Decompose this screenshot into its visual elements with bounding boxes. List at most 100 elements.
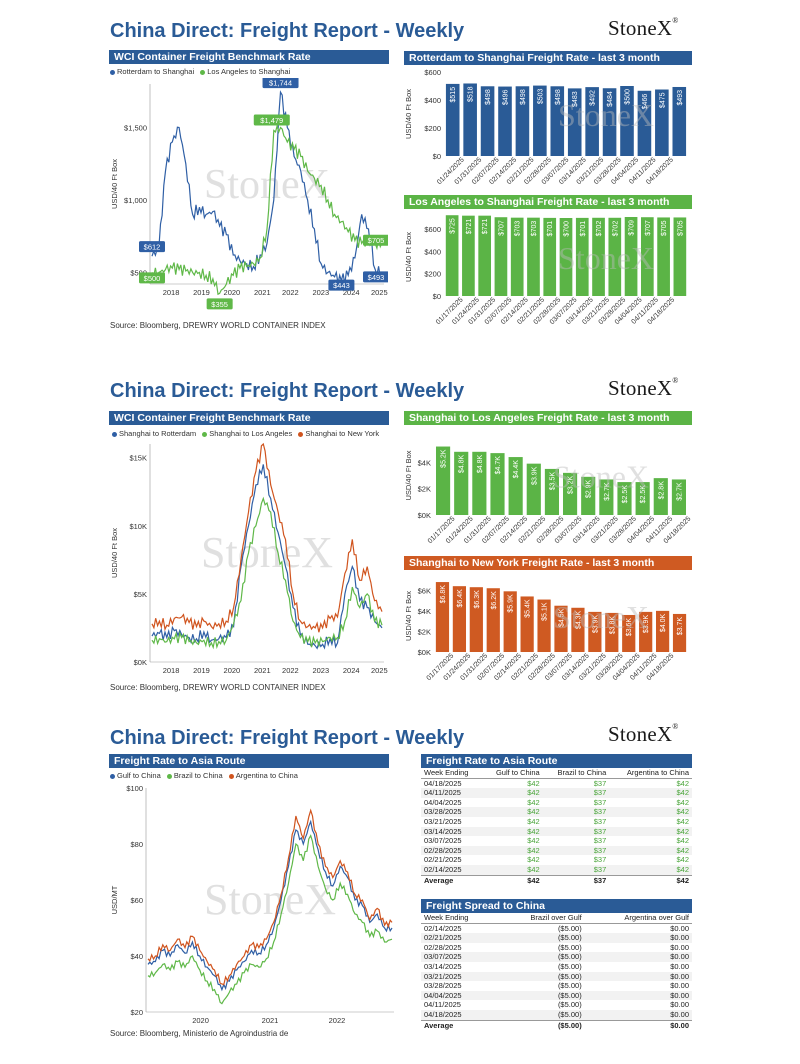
bar-data-label: $702: [612, 221, 619, 237]
y-tick-label: $40: [130, 952, 143, 961]
y-tick-label: $100: [126, 784, 143, 793]
bar: [508, 457, 523, 515]
column-header[interactable]: Brazil to China: [542, 768, 610, 779]
bar-data-label: $3.6K: [626, 618, 633, 637]
bar-data-label: $3.9K: [592, 615, 599, 634]
table-cell: ($5.00): [497, 952, 585, 962]
series-line-brazil-to-china: [147, 834, 393, 1005]
column-header[interactable]: Brazil over Gulf: [497, 913, 585, 924]
shanghai-ny-bar-title: Shanghai to New York Freight Rate - last…: [404, 556, 692, 570]
y-tick-label: $20: [130, 1008, 143, 1017]
table-cell: 02/28/2025: [421, 845, 483, 856]
bar-data-label: $6.4K: [457, 589, 464, 608]
bar-data-label: $703: [531, 221, 538, 237]
column-header[interactable]: Week Ending: [421, 768, 483, 779]
table-cell: 03/21/2025: [424, 816, 462, 826]
bar: [640, 217, 654, 296]
table-cell: $42: [676, 778, 689, 788]
bar: [622, 614, 636, 652]
bar-data-label: $705: [661, 220, 668, 236]
bar: [478, 215, 492, 296]
table-cell: $0.00: [670, 961, 689, 971]
bar: [657, 217, 670, 296]
bar-data-label: $518: [468, 86, 475, 102]
table-cell: $42: [609, 864, 692, 876]
stonex-watermark: StoneX: [201, 528, 333, 577]
table-cell: 03/28/2025: [424, 981, 462, 991]
table-cell: 02/28/2025: [424, 942, 462, 952]
wci-chart-title: WCI Container Freight Benchmark Rate: [109, 50, 389, 64]
bar: [480, 86, 495, 156]
table-row: 04/18/2025 $42 $37 $42: [421, 778, 692, 788]
page-title: China Direct: Freight Report - Weekly: [110, 727, 465, 749]
bar: [671, 479, 687, 515]
bar-data-label: $3.9K: [643, 615, 650, 634]
table-cell: 03/28/2025: [421, 807, 483, 817]
bar-data-label: $5.2K: [441, 449, 448, 468]
y-tick-label: $200: [424, 270, 441, 279]
y-tick-label: $500: [130, 268, 147, 277]
table-row: 03/21/2025 $42 $37 $42: [421, 817, 692, 827]
wci-chart-title: WCI Container Freight Benchmark Rate: [109, 411, 389, 425]
table-cell: 04/04/2025: [421, 990, 498, 1001]
table-cell: $42: [527, 778, 540, 788]
shanghai-ny-bar-chart: USD/40 Ft Box $6K $4K $2K $0K $6.8K $6.4K $6.3K…: [404, 582, 687, 682]
column-header[interactable]: Argentina over Gulf: [584, 913, 692, 924]
table-row: 03/28/2025 ($5.00) $0.00: [421, 981, 692, 991]
bar-data-label: $3.2K: [568, 476, 575, 495]
table-cell: $42: [609, 845, 692, 856]
table-cell: 04/18/2025: [424, 778, 462, 788]
table-cell: $37: [593, 797, 607, 807]
column-header[interactable]: Gulf to China: [482, 768, 543, 779]
table-cell: $42: [527, 836, 540, 846]
callout-label: $443: [333, 281, 350, 290]
shanghai-la-bar-chart: USD/40 Ft Box $4K $2K $0K $5.2K $4.8K $4.8K $4.…: [404, 446, 692, 545]
series-line-argentina-to-china: [147, 808, 393, 986]
bar-data-label: $5.4K: [525, 599, 532, 618]
bar: [575, 217, 589, 296]
bar-data-label: $709: [629, 220, 636, 236]
bar-data-label: $4.7K: [495, 456, 502, 475]
page-title: China Direct: Freight Report - Weekly: [110, 380, 465, 402]
bar: [494, 217, 508, 296]
bar: [503, 591, 517, 652]
bar: [637, 90, 652, 156]
bar: [635, 482, 650, 515]
callout-label: $1,744: [269, 79, 292, 88]
y-axis-label: USD/MT: [110, 885, 119, 914]
bar: [617, 482, 632, 515]
table-cell: 03/14/2025: [424, 961, 462, 971]
column-header[interactable]: Week Ending: [421, 913, 498, 924]
stonex-watermark: StoneX: [204, 875, 336, 924]
table-row: 03/14/2025 $42 $37 $42: [421, 826, 692, 837]
table-cell: 03/07/2025: [424, 836, 462, 846]
column-header[interactable]: Argentina to China: [609, 768, 692, 779]
y-tick-label: $4K: [418, 607, 431, 616]
table-cell: ($5.00): [497, 1009, 585, 1021]
y-tick-label: $600: [424, 68, 441, 77]
source-note: Source: Bloomberg, Ministerio de Agroind…: [110, 1029, 289, 1038]
table-row: 03/07/2025 $42 $37 $42: [421, 836, 692, 846]
table-cell: $42: [527, 816, 540, 826]
table-row: 04/04/2025 ($5.00) $0.00: [421, 990, 692, 1001]
bar: [562, 472, 578, 515]
table-cell: $42: [482, 807, 543, 817]
chart-legend: Rotterdam to Shanghai Los Angeles to Sha…: [110, 67, 294, 76]
bar-data-label: $6.2K: [491, 591, 498, 610]
average-row: Average $42 $37 $42: [421, 874, 692, 886]
y-tick-label: $15K: [129, 454, 147, 463]
x-tick-label: 2022: [282, 666, 299, 675]
y-tick-label: $4K: [418, 458, 431, 467]
series-line-rotterdam-to-shanghai: [151, 90, 383, 285]
table-cell: 02/21/2025: [421, 933, 498, 943]
callout-box: [139, 272, 165, 284]
stonex-watermark: StoneX: [553, 459, 649, 495]
table-cell: 04/04/2025: [424, 797, 462, 807]
bar-data-label: $701: [547, 221, 554, 237]
y-axis-label: USD/40 Ft Box: [404, 591, 413, 641]
bar-data-label: $721: [466, 219, 473, 235]
series-line-shanghai-to-new-york: [151, 442, 383, 633]
bar: [571, 607, 585, 652]
x-tick-label: 2020: [224, 666, 241, 675]
table-cell: $42: [676, 855, 689, 865]
